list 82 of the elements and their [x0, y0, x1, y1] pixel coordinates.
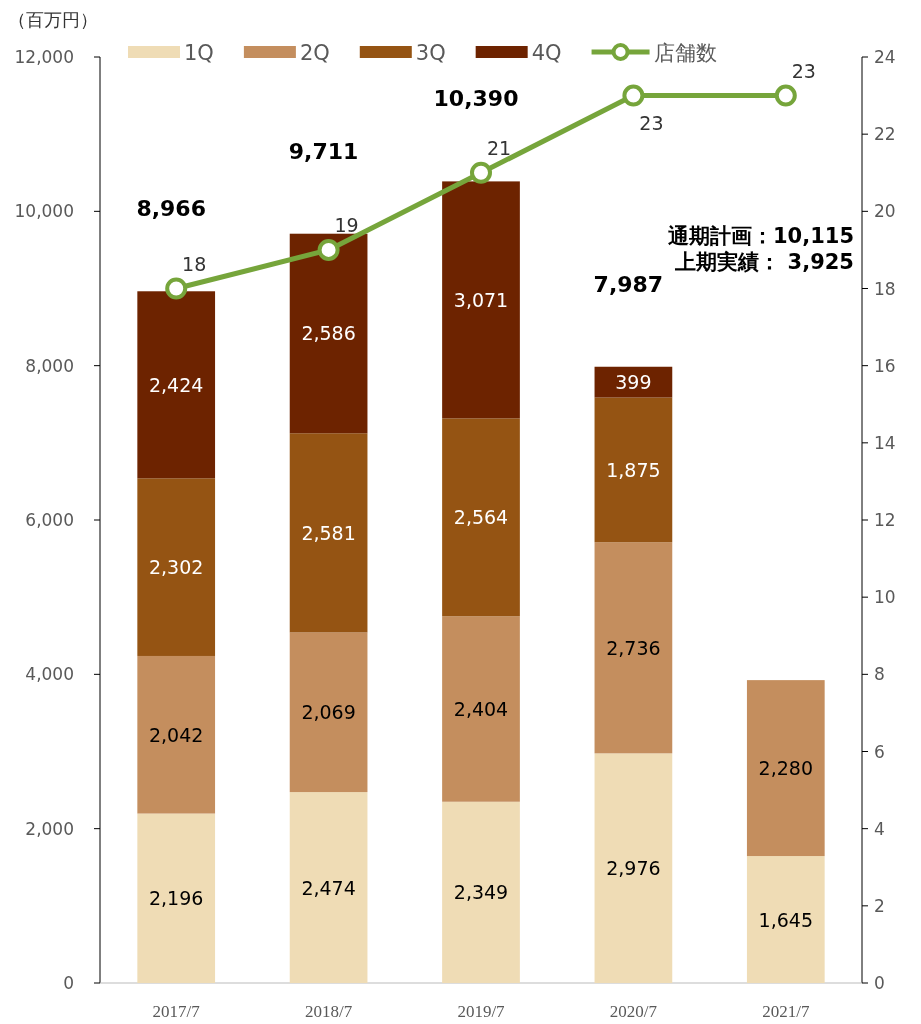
data-label: 2,736: [606, 636, 661, 659]
data-label: 2,302: [149, 556, 204, 579]
y2-tick-label: 20: [874, 201, 896, 222]
y2-tick-label: 2: [874, 895, 885, 916]
bar: [289, 632, 368, 793]
bar: [746, 680, 825, 857]
bar: [137, 813, 216, 983]
total-label: 8,966: [136, 196, 206, 222]
bar: [746, 856, 825, 983]
total-label: 9,711: [288, 138, 359, 164]
data-label: 2,349: [453, 881, 509, 904]
point: [470, 161, 492, 184]
data-label: 2,424: [149, 373, 204, 396]
data-label: 21: [486, 136, 512, 159]
data-label: 2,976: [606, 857, 661, 880]
y2-tick-label: 16: [874, 355, 896, 376]
y-tick-label: 4,000: [25, 664, 74, 685]
data-label: 2,280: [758, 757, 813, 780]
total-label: 10,390: [433, 86, 519, 112]
x-tick-label: 2017/7: [152, 1002, 201, 1021]
y2-tick-label: 24: [874, 47, 896, 67]
legend-label: 2Q: [299, 41, 330, 65]
point: [317, 238, 340, 261]
bar: [137, 655, 216, 814]
y2-tick-label: 10: [874, 587, 896, 608]
data-label: 2,196: [149, 887, 204, 910]
y2-tick-label: 22: [874, 124, 896, 145]
data-label: 2,042: [149, 723, 204, 746]
y-tick-label: 10,000: [14, 201, 74, 222]
data-label: 1,875: [606, 458, 661, 481]
bar: [442, 616, 520, 802]
data-label: 19: [334, 213, 359, 236]
data-label: 1,645: [758, 908, 813, 931]
point: [165, 277, 188, 300]
x-tick-label: 2018/7: [304, 1002, 353, 1021]
y2-tick-label: 0: [874, 973, 885, 993]
x-tick-label: 2021/7: [762, 1002, 810, 1021]
data-label: 2,069: [301, 701, 356, 724]
bar: [442, 418, 520, 617]
bar: [289, 792, 368, 983]
legend-label: 店舗数: [653, 41, 717, 65]
point: [622, 84, 645, 107]
annotation: 通期計画：10,115: [666, 224, 854, 248]
bar: [137, 291, 216, 479]
y-tick-label: 6,000: [25, 510, 74, 530]
bar: [442, 181, 520, 419]
data-label: 18: [182, 252, 207, 275]
y-tick-label: 2,000: [25, 818, 74, 839]
data-label: 399: [615, 371, 652, 394]
data-label: 3,071: [453, 288, 509, 311]
total-label: 7,987: [593, 271, 664, 297]
data-label: 2,404: [453, 697, 509, 720]
y-tick-label: 12,000: [14, 47, 74, 67]
y2-tick-label: 14: [874, 432, 896, 453]
data-label: 23: [791, 59, 816, 82]
bar: [289, 433, 368, 633]
bar: [442, 801, 520, 983]
data-label: 23: [639, 111, 664, 134]
legend-label: 4Q: [531, 41, 562, 65]
y2-tick-label: 12: [874, 510, 896, 530]
bar: [137, 478, 216, 656]
y-tick-label: 0: [63, 973, 74, 993]
bar: [594, 753, 673, 983]
x-tick-label: 2020/7: [609, 1002, 658, 1021]
y-axis-title: （百万円）: [8, 9, 98, 30]
point: [774, 84, 797, 107]
y2-tick-label: 8: [874, 664, 885, 685]
y2-tick-label: 6: [874, 741, 885, 762]
bar: [594, 397, 673, 543]
y2-tick-label: 4: [874, 818, 885, 839]
annotation: 上期実績： 3,925: [674, 250, 854, 274]
x-tick-label: 2019/7: [457, 1002, 506, 1021]
data-label: 2,586: [301, 322, 356, 345]
y2-tick-label: 18: [874, 278, 896, 299]
legend-label: 1Q: [184, 41, 214, 65]
bar: [594, 542, 673, 754]
bar: [289, 233, 368, 434]
y-tick-label: 8,000: [25, 355, 74, 376]
data-label: 2,581: [301, 521, 356, 544]
data-label: 2,474: [301, 876, 356, 899]
legend-label: 3Q: [415, 41, 446, 65]
data-label: 2,564: [453, 506, 509, 529]
